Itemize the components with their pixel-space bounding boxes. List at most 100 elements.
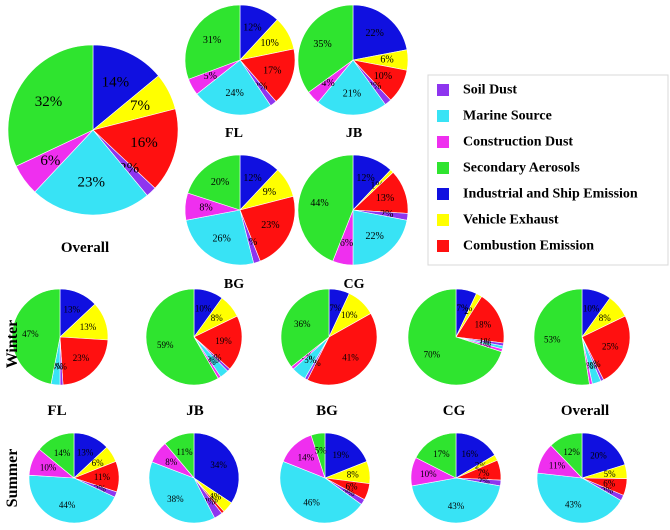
- slice-label: 9%: [263, 187, 276, 198]
- slice-label: 7%: [478, 468, 491, 478]
- slice-label: 14%: [54, 448, 71, 458]
- legend-swatch: [437, 240, 449, 252]
- slice-label: 7%: [329, 303, 342, 313]
- pie-title: CG: [443, 403, 466, 419]
- slice-label: 2%: [475, 460, 488, 470]
- slice-label: 6%: [340, 238, 353, 249]
- slice-label: 1%: [589, 359, 602, 369]
- legend-label: Vehicle Exhaust: [463, 213, 559, 228]
- pie-summer-jb: 34% 4%1%3% 38% 8%11%: [148, 432, 240, 524]
- legend-swatch: [437, 110, 449, 122]
- pie-slice: [324, 432, 368, 479]
- slice-label: 46%: [303, 497, 320, 507]
- pie-slice: [279, 461, 362, 524]
- slice-label: 23%: [261, 220, 279, 231]
- slice-label: 7%: [130, 98, 150, 114]
- slice-label: 6%: [40, 153, 60, 169]
- slice-label: 10%: [40, 463, 57, 473]
- pie-slice: [196, 59, 272, 116]
- slice-label: 12%: [243, 23, 261, 34]
- slice-label: 10%: [583, 304, 600, 314]
- slice-label: 44%: [59, 500, 76, 510]
- slice-label: 3%: [203, 497, 216, 507]
- slice-label: 1%: [204, 357, 217, 367]
- pie-winter-fl: 13%13%23%1%3%0%47%FL: [11, 288, 109, 419]
- legend-swatch: [437, 84, 449, 96]
- slice-label: 7%: [457, 303, 470, 313]
- legend-label: Construction Dust: [463, 135, 573, 150]
- slice-label: 1%: [309, 358, 322, 368]
- pie-title: CG: [344, 277, 365, 292]
- pie-slice: [164, 432, 195, 479]
- slice-label: 1%: [300, 351, 313, 361]
- pie-title: Overall: [61, 240, 109, 256]
- legend-label: Industrial and Ship Emission: [463, 187, 638, 202]
- slice-label: 8%: [347, 470, 360, 480]
- slice-label: 34%: [210, 460, 227, 470]
- slice-label: 12%: [563, 447, 580, 457]
- pie-annual-cg: 12%1% 13% 2% 22% 6% 44% CG: [297, 154, 409, 292]
- slice-label: 19%: [332, 450, 349, 460]
- slice-label: 23%: [73, 353, 90, 363]
- slice-label: 2%: [254, 82, 267, 93]
- pie-slice: [415, 432, 457, 479]
- slice-label: 1%: [479, 340, 492, 350]
- pie-slice: [280, 288, 330, 368]
- slice-label: 17%: [263, 65, 281, 76]
- slice-label: 8%: [211, 313, 224, 323]
- pie-slice: [317, 59, 386, 116]
- slice-label: 2%: [478, 476, 491, 486]
- pie-summer-fl: 13%6% 11%2% 44% 10% 14%: [28, 432, 120, 524]
- slice-label: 70%: [424, 350, 441, 360]
- legend: Soil Dust Marine Source Construction Dust S…: [427, 74, 669, 266]
- pie-slice: [92, 108, 179, 189]
- winter-label: Winter: [4, 320, 21, 369]
- pie-slice: [239, 195, 296, 262]
- slice-label: 32%: [35, 94, 63, 110]
- pie-slice: [148, 461, 216, 524]
- slice-label: 3%: [51, 362, 64, 372]
- legend-swatch: [437, 188, 449, 200]
- legend-label: Combustion Emission: [463, 239, 594, 254]
- slice-label: 8%: [599, 313, 612, 323]
- slice-label: 13%: [80, 322, 97, 332]
- slice-label: 4%: [321, 78, 334, 89]
- pie-slice: [411, 477, 501, 524]
- slice-label: 59%: [157, 340, 174, 350]
- pie-slice: [34, 129, 148, 216]
- pie-slice: [581, 315, 631, 381]
- slice-label: 6%: [603, 479, 616, 489]
- pie-title: FL: [225, 126, 243, 141]
- slice-label: 1%: [479, 339, 492, 349]
- slice-label: 10%: [374, 71, 392, 82]
- slice-label: 2%: [464, 306, 477, 316]
- pie-winter-overall: 10%8%25%1%3%1%53%Overall: [533, 288, 631, 419]
- slice-label: 17%: [433, 449, 450, 459]
- legend-label: Marine Source: [463, 109, 552, 124]
- slice-label: 53%: [544, 334, 561, 344]
- legend-swatch: [437, 136, 449, 148]
- slice-label: 2%: [368, 81, 381, 92]
- slice-label: 36%: [294, 319, 311, 329]
- slice-label: 13%: [77, 447, 94, 457]
- slice-label: 11%: [549, 461, 566, 471]
- pie-title: FL: [47, 403, 66, 419]
- pie-slice: [38, 432, 75, 479]
- slice-label: 10%: [195, 304, 212, 314]
- slice-label: 10%: [341, 310, 358, 320]
- slice-label: 1%: [370, 180, 383, 191]
- slice-label: 23%: [78, 175, 106, 191]
- slice-label: 14%: [102, 74, 130, 90]
- pie-slice: [533, 288, 590, 386]
- slice-label: 2%: [94, 483, 107, 493]
- slice-label: 21%: [343, 89, 361, 100]
- slice-label: 24%: [226, 88, 244, 99]
- slice-label: 5%: [315, 445, 328, 455]
- slice-label: 25%: [602, 342, 619, 352]
- slice-label: 10%: [261, 38, 279, 49]
- pie-title: JB: [346, 126, 362, 141]
- legend-swatch: [437, 162, 449, 174]
- slice-label: 12%: [356, 173, 374, 184]
- slice-label: 1%: [582, 361, 595, 371]
- slice-label: 22%: [366, 231, 384, 242]
